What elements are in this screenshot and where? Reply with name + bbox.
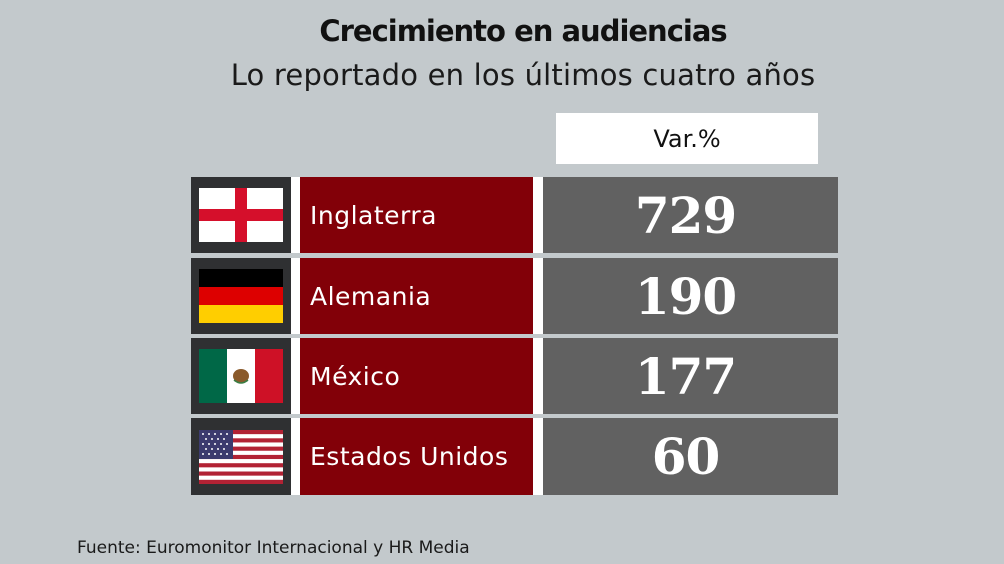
value-cell: 60 — [543, 418, 838, 495]
value: 190 — [634, 266, 737, 326]
country-cell: Inglaterra — [300, 177, 533, 253]
value-cell: 177 — [543, 338, 838, 414]
table-row: Inglaterra 729 — [191, 177, 838, 253]
country-cell: Alemania — [300, 258, 533, 334]
country-cell: Estados Unidos — [300, 418, 533, 495]
column-header-label: Var.% — [653, 124, 721, 153]
table-row: Estados Unidos 60 — [191, 418, 838, 495]
value: 177 — [634, 346, 737, 406]
flag-cell — [191, 418, 291, 495]
country-name: México — [310, 361, 401, 391]
column-header: Var.% — [556, 113, 818, 164]
chart-subtitle: Lo reportado en los últimos cuatro años — [230, 58, 816, 92]
flag-cell — [191, 177, 291, 253]
chart-title: Crecimiento en audiencias — [319, 14, 727, 48]
country-name: Estados Unidos — [310, 442, 509, 471]
country-name: Inglaterra — [310, 200, 437, 230]
value-cell: 190 — [543, 258, 838, 334]
country-cell: México — [300, 338, 533, 414]
table-row: México 177 — [191, 338, 838, 414]
usa-flag-icon — [199, 429, 283, 484]
value: 60 — [651, 427, 721, 486]
table-row: Alemania 190 — [191, 258, 838, 334]
flag-cell — [191, 258, 291, 334]
flag-cell — [191, 338, 291, 414]
country-name: Alemania — [310, 281, 432, 311]
mexico-flag-icon — [199, 349, 283, 403]
source-note: Fuente: Euromonitor Internacional y HR M… — [77, 538, 470, 558]
england-flag-icon — [199, 188, 283, 242]
germany-flag-icon — [199, 269, 283, 323]
value: 729 — [634, 185, 737, 245]
value-cell: 729 — [543, 177, 838, 253]
